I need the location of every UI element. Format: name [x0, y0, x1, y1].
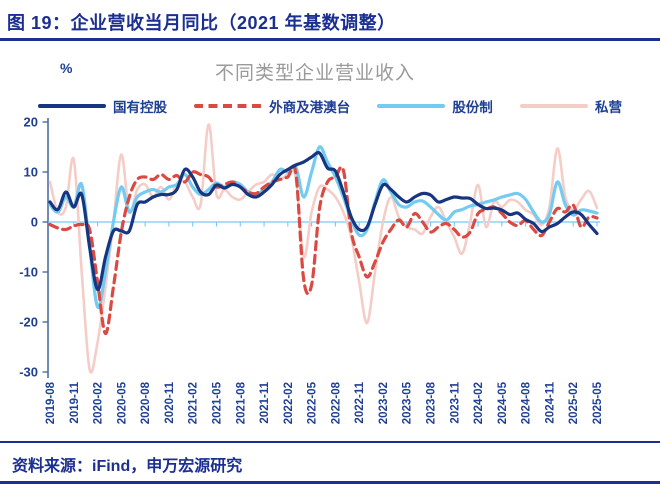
y-axis-unit-label: % — [60, 60, 73, 76]
x-tick-label: 2023-08 — [426, 381, 438, 424]
legend-item-private: 私营 — [519, 96, 622, 116]
legend-label-soe: 国有控股 — [113, 100, 167, 115]
chart-svg: 20 10 0 -10 -20 -30 2019-08 2019-11 2020-02 2020-… — [19, 115, 604, 425]
x-tick-label: 2021-05 — [211, 381, 223, 424]
footer-rule-bottom — [0, 481, 660, 484]
y-tick-label: -30 — [19, 365, 38, 380]
title-underline — [0, 38, 660, 41]
chart-title: 不同类型企业营业收入 — [214, 63, 415, 84]
series-line-soe — [48, 150, 599, 292]
x-tick-label: 2025-02 — [568, 382, 580, 424]
x-tick-label: 2023-02 — [378, 382, 390, 424]
x-tick-label: 2023-05 — [402, 381, 414, 424]
x-tick-label: 2022-05 — [307, 381, 319, 424]
legend: 国有控股 外商及港澳台 股份制 私营 — [38, 96, 622, 116]
x-tick-label: 2022-02 — [283, 382, 295, 424]
x-tick-label: 2024-02 — [473, 382, 485, 424]
x-tick-label: 2024-11 — [544, 381, 556, 423]
y-tick-label: -10 — [19, 265, 38, 280]
y-tick-label: -20 — [19, 315, 38, 330]
x-tick-label: 2022-08 — [330, 381, 342, 424]
series-line-joint-stock — [48, 145, 599, 309]
x-tick-label: 2024-05 — [497, 381, 509, 424]
x-tick-label: 2019-08 — [45, 381, 57, 424]
x-tick-label: 2025-05 — [592, 381, 604, 424]
x-tick-label: 2021-11 — [259, 381, 271, 423]
footer-rule-top — [0, 441, 660, 443]
x-tick-label: 2020-08 — [140, 381, 152, 424]
x-tick-label: 2020-02 — [93, 382, 105, 424]
legend-swatch-private — [519, 104, 588, 108]
y-tick-label: 0 — [31, 215, 38, 230]
source-note: 资料来源：iFind，申万宏源研究 — [12, 458, 243, 475]
figure-title: 图 19：企业营收当月同比（2021 年基数调整） — [7, 13, 396, 33]
legend-label-joint-stock: 股份制 — [452, 100, 493, 115]
y-tick-label: 10 — [24, 165, 38, 180]
x-tick-label: 2020-05 — [116, 381, 128, 424]
legend-item-soe: 国有控股 — [38, 96, 167, 116]
legend-swatch-foreign-hk-mo-tw — [194, 104, 263, 108]
legend-swatch-soe — [38, 104, 106, 108]
x-tick-label: 2023-11 — [449, 381, 461, 423]
legend-label-foreign-hk-mo-tw: 外商及港澳台 — [269, 100, 351, 115]
legend-item-foreign-hk-mo-tw: 外商及港澳台 — [194, 96, 350, 116]
y-tick-label: 20 — [24, 115, 38, 130]
legend-label-private: 私营 — [594, 100, 622, 115]
x-tick-label: 2022-11 — [354, 381, 366, 423]
series-line-foreign-hk-mo-tw — [48, 164, 599, 336]
legend-swatch-joint-stock — [377, 104, 446, 108]
x-tick-label: 2021-02 — [188, 382, 200, 424]
x-tick-label: 2020-11 — [164, 381, 176, 423]
legend-item-joint-stock: 股份制 — [377, 96, 493, 116]
x-tick-label: 2021-08 — [235, 381, 247, 424]
x-tick-label: 2024-08 — [521, 381, 533, 424]
series-line-private — [48, 123, 599, 374]
x-tick-label: 2019-11 — [69, 381, 81, 423]
